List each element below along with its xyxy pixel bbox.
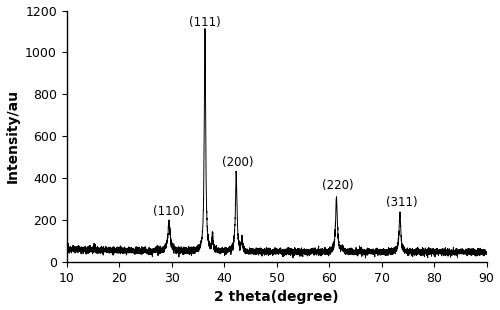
X-axis label: 2 theta(degree): 2 theta(degree) [214,290,339,304]
Text: (111): (111) [190,16,221,29]
Text: (311): (311) [386,196,418,209]
Text: (110): (110) [153,205,185,218]
Y-axis label: Intensity/au: Intensity/au [6,89,20,183]
Text: (200): (200) [222,156,253,169]
Text: (220): (220) [322,179,354,192]
